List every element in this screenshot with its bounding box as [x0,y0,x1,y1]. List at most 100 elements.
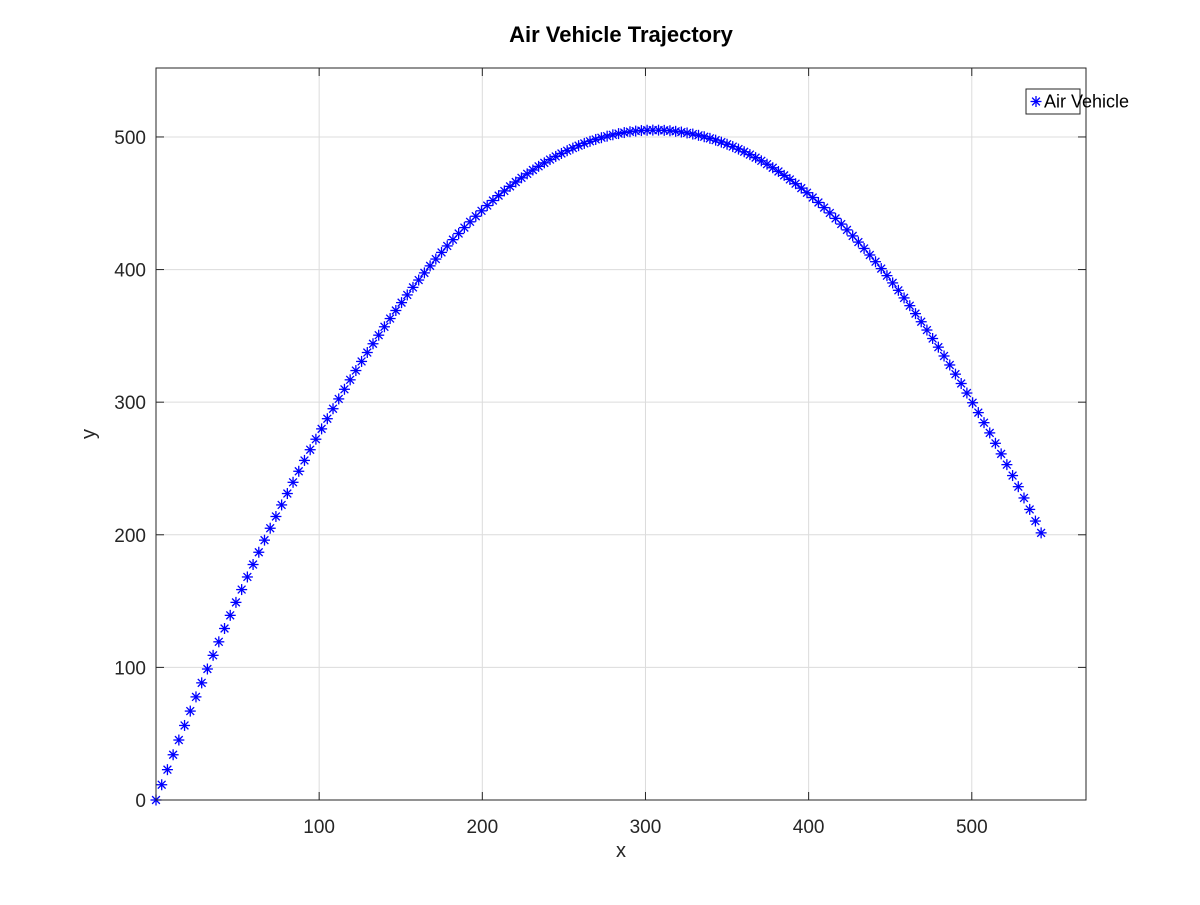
legend-entry-label: Air Vehicle [1044,92,1129,112]
y-tick-label: 200 [114,526,146,547]
data-point [378,321,390,333]
data-point [241,571,253,583]
data-point [938,350,950,362]
data-point [396,297,408,309]
data-point [949,368,961,380]
grid-lines [156,68,1086,800]
data-point [972,407,984,419]
data-point [538,157,550,169]
x-tick-label: 300 [630,817,662,838]
data-point [812,196,824,208]
data-point [921,324,933,336]
axes [155,67,1087,801]
data-point [310,433,322,445]
data-point [407,281,419,293]
data-point [515,172,527,184]
data-point [910,308,921,320]
data-point [321,413,333,425]
data-point [1007,470,1019,482]
data-point [510,176,522,188]
data-point [550,150,562,162]
data-point [264,522,276,534]
x-tick-label: 500 [956,817,988,838]
data-point [1001,459,1013,471]
data-point [476,205,487,217]
x-tick-label: 400 [793,817,825,838]
data-point [259,534,270,546]
data-point [995,448,1007,460]
data-point [190,691,202,703]
data-point [944,359,956,371]
data-point [201,663,213,675]
data-point [493,190,505,202]
data-point [675,126,687,138]
x-tick-label: 100 [303,817,335,838]
data-point [527,164,539,176]
y-tick-label: 400 [114,261,146,282]
data-point [533,160,545,172]
data-point [184,705,196,717]
data-point [253,546,265,558]
data-point [887,277,899,289]
legend: Air Vehicle [1025,88,1129,115]
chart-title: Air Vehicle Trajectory [509,22,734,47]
data-point [1018,492,1030,504]
y-tick-label: 0 [135,791,146,812]
data-point [167,749,179,761]
data-point [904,300,916,312]
data-point [361,347,373,359]
data-point [795,182,807,194]
data-point [870,256,882,268]
data-point [413,274,425,286]
axes-box [155,67,1087,801]
data-point [670,125,682,137]
data-point [430,253,442,265]
data-point [772,165,784,177]
data-point [173,734,185,746]
data-point [384,313,396,325]
data-point [156,779,168,791]
data-point [744,149,756,161]
data-point [898,292,910,304]
data-point [498,185,510,197]
data-point [236,584,248,596]
y-tick-label: 300 [114,393,146,414]
data-point [213,636,225,648]
data-point [1029,515,1041,527]
tick-labels: 100 200 300 400 500 0 100 200 300 400 500 [114,128,987,838]
data-point [230,596,242,608]
data-point [356,355,368,367]
data-point [761,158,773,170]
data-point [350,365,362,377]
data-point [179,719,191,731]
data-point [955,378,967,390]
data-point [316,423,328,435]
data-point [881,270,893,282]
data-point [367,338,379,350]
data-point [1024,503,1036,515]
data-point [755,155,767,167]
data-point [333,393,345,405]
data-point [504,180,516,192]
data-point [961,387,973,399]
data-point [327,403,339,415]
data-point [298,454,310,466]
data-point [544,154,556,166]
data-point [767,162,779,174]
x-tick-label: 200 [466,817,498,838]
data-point [390,304,402,316]
data-point [344,374,356,386]
data-point [927,333,939,345]
data-point [1012,481,1024,493]
data-series-air-vehicle [150,124,1047,806]
data-point [521,168,533,180]
data-point [287,476,299,488]
legend-marker-asterisk-icon [1030,96,1042,107]
data-point [989,437,1001,449]
y-tick-label: 100 [114,658,146,679]
data-point [281,488,293,500]
plot-area [156,68,1086,800]
data-point [219,623,231,635]
data-point [801,187,813,199]
